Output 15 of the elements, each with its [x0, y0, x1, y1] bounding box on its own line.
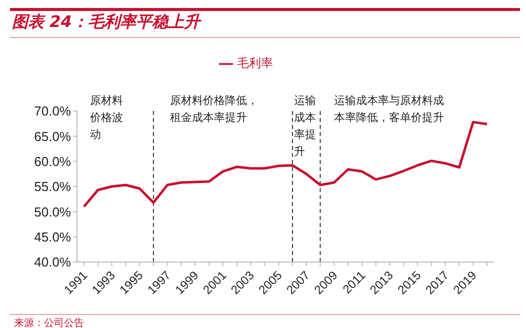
y-tick-label: 55.0%: [34, 179, 72, 194]
annotation: 运输成本率与原材料成本率降低，客单价提升: [334, 93, 445, 126]
annotation: 原材料价格降低，租金成本率提升: [170, 93, 259, 126]
y-tick-label: 60.0%: [34, 154, 72, 169]
y-tick-label: 40.0%: [34, 254, 72, 270]
legend-label: 毛利率: [237, 56, 273, 70]
annotation: 原材料价格波动: [90, 93, 124, 143]
source-note: 来源：公司公告: [14, 316, 84, 328]
y-tick-label: 50.0%: [34, 204, 72, 220]
annotation: 运输成本率提升: [294, 93, 317, 160]
line-series: [82, 120, 488, 208]
chart-title: 图表 24：毛利率平稳上升: [12, 12, 200, 33]
y-tick-label: 45.0%: [34, 229, 72, 244]
y-tick-label: 70.0%: [34, 104, 72, 119]
y-tick-label: 65.0%: [34, 128, 72, 144]
